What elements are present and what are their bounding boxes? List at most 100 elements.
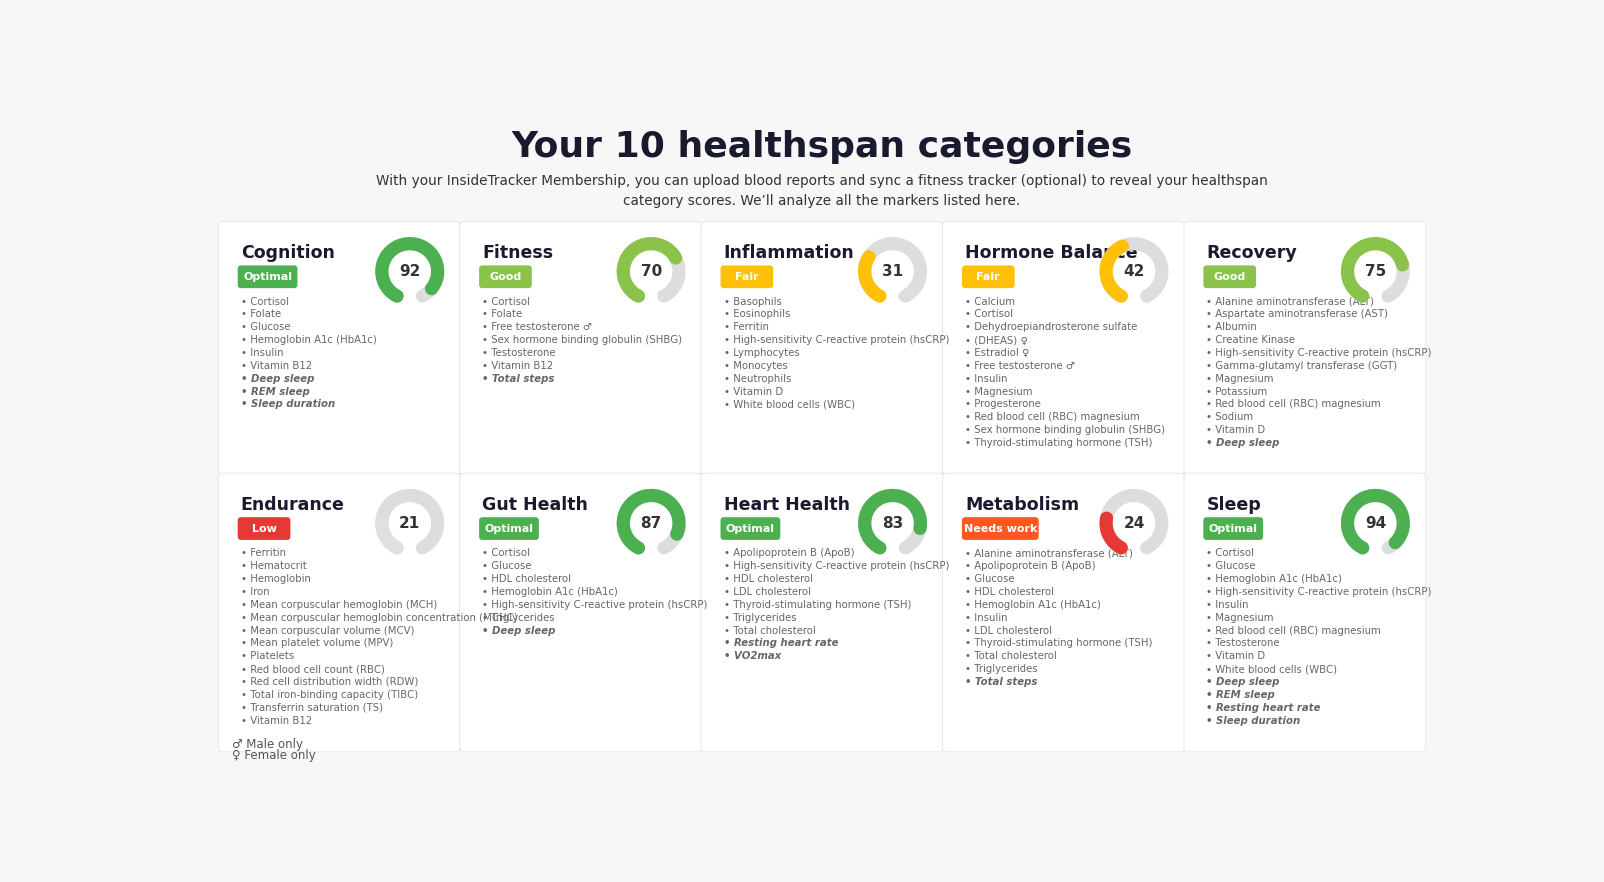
Text: • Calcium: • Calcium [966,296,1015,307]
Text: • VO2max: • VO2max [723,651,781,662]
Text: • Deep sleep: • Deep sleep [241,374,314,384]
Text: • Potassium: • Potassium [1206,386,1267,397]
Text: • White blood cells (WBC): • White blood cells (WBC) [1206,664,1338,674]
Text: • Glucose: • Glucose [241,322,290,333]
Text: 92: 92 [399,264,420,279]
Text: • Cortisol: • Cortisol [483,296,531,307]
Text: 24: 24 [1123,516,1145,531]
Text: Inflammation: Inflammation [723,244,855,263]
Text: • Mean corpuscular volume (MCV): • Mean corpuscular volume (MCV) [241,625,414,636]
Text: Your 10 healthspan categories: Your 10 healthspan categories [512,131,1132,164]
Text: • Mean corpuscular hemoglobin concentration (MCHC): • Mean corpuscular hemoglobin concentrat… [241,613,518,623]
Text: • Transferrin saturation (TS): • Transferrin saturation (TS) [241,703,383,713]
Text: • Resting heart rate: • Resting heart rate [1206,703,1322,713]
Text: • Insulin: • Insulin [966,374,1007,384]
Text: • Resting heart rate: • Resting heart rate [723,639,839,648]
Text: • Ferritin: • Ferritin [723,322,768,333]
Text: • HDL cholesterol: • HDL cholesterol [723,574,813,584]
Text: • Testosterone: • Testosterone [483,348,555,358]
Text: Fair: Fair [735,272,759,281]
Text: • LDL cholesterol: • LDL cholesterol [723,587,810,597]
Text: • Vitamin B12: • Vitamin B12 [241,361,311,371]
Text: Metabolism: Metabolism [966,497,1079,514]
Text: • Insulin: • Insulin [966,613,1007,623]
Text: • Deep sleep: • Deep sleep [1206,438,1280,448]
Text: • Sleep duration: • Sleep duration [241,400,335,409]
Text: • Creatine Kinase: • Creatine Kinase [1206,335,1296,345]
Text: • Folate: • Folate [483,310,523,319]
Text: • Monocytes: • Monocytes [723,361,788,371]
Text: • Folate: • Folate [241,310,281,319]
Text: • Progesterone: • Progesterone [966,400,1041,409]
Text: • Deep sleep: • Deep sleep [483,625,555,636]
Text: • Sodium: • Sodium [1206,413,1254,422]
Text: • Vitamin D: • Vitamin D [1206,651,1266,662]
Text: • Alanine aminotransferase (ALT): • Alanine aminotransferase (ALT) [1206,296,1375,307]
Text: ♀ Female only: ♀ Female only [231,749,316,762]
Text: • Iron: • Iron [241,587,269,597]
Text: • Thyroid-stimulating hormone (TSH): • Thyroid-stimulating hormone (TSH) [723,600,911,609]
FancyBboxPatch shape [1203,265,1256,288]
Text: • Red blood cell (RBC) magnesium: • Red blood cell (RBC) magnesium [1206,625,1381,636]
FancyBboxPatch shape [1184,221,1426,475]
Text: • Lymphocytes: • Lymphocytes [723,348,799,358]
Text: • Red cell distribution width (RDW): • Red cell distribution width (RDW) [241,677,419,687]
Text: • Hemoglobin A1c (HbA1c): • Hemoglobin A1c (HbA1c) [1206,574,1343,584]
Text: • Cortisol: • Cortisol [1206,549,1254,558]
Text: • Deep sleep: • Deep sleep [1206,677,1280,687]
Text: Good: Good [1214,272,1246,281]
Text: • Hemoglobin A1c (HbA1c): • Hemoglobin A1c (HbA1c) [966,600,1100,609]
Text: • Hemoglobin A1c (HbA1c): • Hemoglobin A1c (HbA1c) [241,335,377,345]
Text: • Sex hormone binding globulin (SHBG): • Sex hormone binding globulin (SHBG) [483,335,682,345]
Text: • Vitamin D: • Vitamin D [723,386,783,397]
Text: ♂ Male only: ♂ Male only [231,738,303,751]
Text: • Hemoglobin A1c (HbA1c): • Hemoglobin A1c (HbA1c) [483,587,618,597]
FancyBboxPatch shape [701,473,943,751]
FancyBboxPatch shape [460,221,701,475]
Text: • Vitamin B12: • Vitamin B12 [241,715,311,726]
Text: Fair: Fair [977,272,1001,281]
Text: • Magnesium: • Magnesium [966,386,1033,397]
Text: • Eosinophils: • Eosinophils [723,310,791,319]
Text: • Platelets: • Platelets [241,651,294,662]
Text: Optimal: Optimal [484,524,534,534]
Text: • Aspartate aminotransferase (AST): • Aspartate aminotransferase (AST) [1206,310,1389,319]
Text: • Glucose: • Glucose [966,574,1015,584]
Text: • Hematocrit: • Hematocrit [241,561,306,572]
Text: Optimal: Optimal [1209,524,1258,534]
FancyBboxPatch shape [1184,473,1426,751]
FancyBboxPatch shape [720,517,780,540]
FancyBboxPatch shape [720,265,773,288]
Text: Low: Low [252,524,276,534]
Text: • Total cholesterol: • Total cholesterol [723,625,815,636]
Text: • Total cholesterol: • Total cholesterol [966,651,1057,662]
Text: • Triglycerides: • Triglycerides [483,613,555,623]
Text: Needs work: Needs work [964,524,1038,534]
Text: • Testosterone: • Testosterone [1206,639,1280,648]
Text: • Vitamin D: • Vitamin D [1206,425,1266,435]
Text: Sleep: Sleep [1206,497,1261,514]
Text: • Gamma-glutamyl transferase (GGT): • Gamma-glutamyl transferase (GGT) [1206,361,1397,371]
Text: • White blood cells (WBC): • White blood cells (WBC) [723,400,855,409]
Text: • REM sleep: • REM sleep [241,386,310,397]
Text: • High-sensitivity C-reactive protein (hsCRP): • High-sensitivity C-reactive protein (h… [1206,348,1432,358]
Text: • Total steps: • Total steps [483,374,555,384]
Text: With your InsideTracker Membership, you can upload blood reports and sync a fitn: With your InsideTracker Membership, you … [375,174,1269,207]
Text: Recovery: Recovery [1206,244,1298,263]
FancyBboxPatch shape [962,265,1015,288]
Text: 21: 21 [399,516,420,531]
Text: • Red blood cell (RBC) magnesium: • Red blood cell (RBC) magnesium [1206,400,1381,409]
Text: • Free testosterone ♂: • Free testosterone ♂ [966,361,1075,371]
Text: • Cortisol: • Cortisol [241,296,289,307]
FancyBboxPatch shape [218,473,460,751]
Text: • Apolipoprotein B (ApoB): • Apolipoprotein B (ApoB) [723,549,855,558]
Text: • Total steps: • Total steps [966,677,1038,687]
Text: • Mean corpuscular hemoglobin (MCH): • Mean corpuscular hemoglobin (MCH) [241,600,438,609]
Text: • Hemoglobin: • Hemoglobin [241,574,311,584]
Text: 83: 83 [882,516,903,531]
FancyBboxPatch shape [943,221,1184,475]
FancyBboxPatch shape [962,517,1039,540]
Text: • Alanine aminotransferase (ALT): • Alanine aminotransferase (ALT) [966,549,1132,558]
Text: Hormone Balance: Hormone Balance [966,244,1137,263]
Text: 31: 31 [882,264,903,279]
